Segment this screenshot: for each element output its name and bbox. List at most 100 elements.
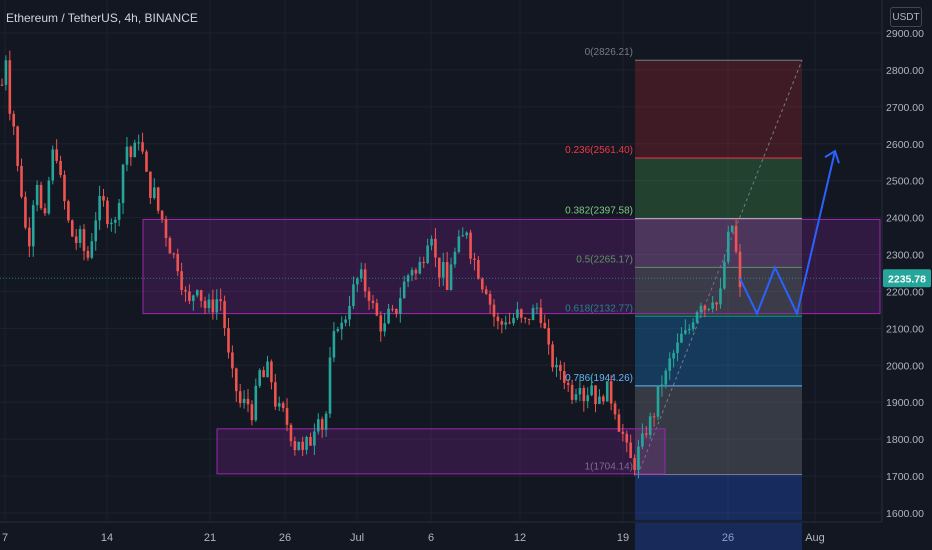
candle-body <box>402 281 406 299</box>
candle-body <box>726 231 730 262</box>
time-tick-label: 7 <box>2 532 8 544</box>
candle-body <box>320 419 324 430</box>
candle-body <box>199 290 203 301</box>
candle-body <box>691 322 695 329</box>
price-tick-label: 2700.00 <box>886 102 924 114</box>
candle-body <box>609 381 613 404</box>
candle-body <box>332 331 336 358</box>
candle-body <box>441 262 445 278</box>
candle-body <box>543 322 547 329</box>
fibonacci-retracement[interactable]: 0(2826.21) 0.236(2561.40) 0.382(2397.58) 0.… <box>565 47 803 521</box>
candle-body <box>641 433 644 447</box>
candle-body <box>469 232 472 259</box>
candle-body <box>8 60 12 114</box>
candle-body <box>449 264 453 290</box>
projection-arrow[interactable] <box>739 149 840 317</box>
time-tick-label: Jul <box>350 532 364 544</box>
price-zone[interactable] <box>216 428 666 475</box>
candle-body <box>35 184 39 206</box>
time-tick-label: 12 <box>514 532 526 544</box>
candle-body <box>566 382 570 385</box>
candle-body <box>51 149 55 181</box>
candle-body <box>28 227 31 247</box>
candle-body <box>582 388 586 402</box>
candle-body <box>129 146 133 158</box>
candle-body <box>16 126 19 166</box>
candle-body <box>730 225 734 232</box>
candle-body <box>316 419 320 432</box>
support-resistance-zones[interactable] <box>142 218 881 475</box>
candle-body <box>203 300 207 309</box>
candle-body <box>141 142 144 152</box>
candle-body <box>12 113 16 127</box>
candle-body <box>391 308 394 310</box>
candle-body <box>309 436 312 446</box>
candle-body <box>445 262 449 290</box>
currency-button[interactable]: USDT <box>890 7 922 27</box>
price-zone[interactable] <box>142 218 881 315</box>
candle-body <box>477 259 480 279</box>
candle-body <box>430 238 433 246</box>
price-axis[interactable]: 1600.00 1700.00 1800.00 1900.00 2000.00 2100.… <box>881 0 932 550</box>
candle-body <box>184 290 187 292</box>
candle-body <box>328 357 332 414</box>
candle-body <box>434 238 437 258</box>
candle-body <box>480 278 484 290</box>
candle-body <box>63 174 66 202</box>
candle-body <box>668 358 672 371</box>
time-axis[interactable]: 7 14 21 26 Jul 6 12 19 26 Aug <box>0 521 932 550</box>
candle-body <box>238 391 242 404</box>
candle-body <box>707 308 711 310</box>
candle-body <box>359 269 363 279</box>
projection-path[interactable] <box>739 150 836 317</box>
time-tick-label: 6 <box>428 532 434 544</box>
candle-body <box>293 441 297 451</box>
arrowhead-icon <box>824 149 840 164</box>
candlestick-series <box>0 50 742 479</box>
candle-body <box>43 208 47 214</box>
candle-body <box>648 416 652 435</box>
fib-range-highlight <box>635 523 802 550</box>
time-tick-label: 14 <box>101 532 113 544</box>
candle-body <box>426 245 429 263</box>
candle-body <box>570 384 574 400</box>
candle-body <box>375 303 379 316</box>
candle-body <box>617 414 621 432</box>
price-tick-label: 2300.00 <box>886 250 924 262</box>
candle-body <box>633 458 636 470</box>
candle-body <box>285 408 289 425</box>
candle-body <box>106 200 109 225</box>
candle-body <box>676 342 679 353</box>
fib-band <box>635 385 802 475</box>
candle-body <box>192 295 195 302</box>
fib-band <box>635 267 802 317</box>
candle-body <box>145 151 148 172</box>
candle-body <box>738 251 742 288</box>
candle-body <box>637 446 640 470</box>
candle-body <box>227 328 230 353</box>
time-tick-label: 26 <box>279 532 291 544</box>
candle-body <box>86 250 90 258</box>
candle-body <box>168 238 172 254</box>
candle-body <box>422 262 426 264</box>
candle-body <box>504 322 508 325</box>
candle-body <box>363 269 367 292</box>
candle-body <box>508 322 511 324</box>
candle-body <box>719 288 722 305</box>
candle-body <box>613 403 617 415</box>
candle-body <box>180 271 183 291</box>
time-tick-label: 26 <box>722 532 734 544</box>
candle-body <box>465 232 468 236</box>
candle-body <box>680 333 683 343</box>
candle-body <box>512 317 515 324</box>
price-tick-label: 2200.00 <box>886 286 924 298</box>
candle-body <box>492 304 496 317</box>
candle-body <box>277 403 281 407</box>
price-tick-label: 2600.00 <box>886 139 924 151</box>
candle-body <box>281 403 285 409</box>
candle-body <box>0 84 4 86</box>
candle-body <box>102 195 105 201</box>
candle-body <box>176 253 180 272</box>
candle-body <box>348 306 351 320</box>
